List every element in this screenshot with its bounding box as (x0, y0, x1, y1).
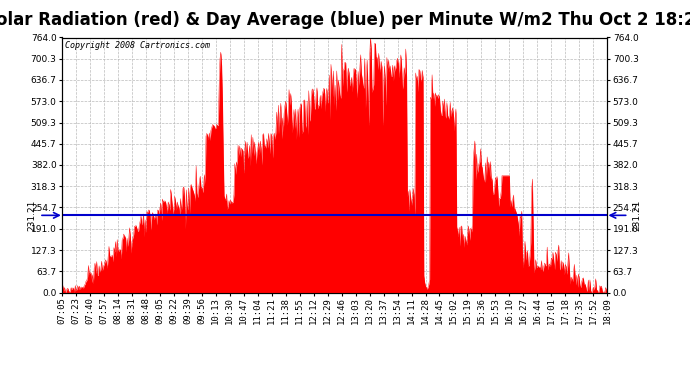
Text: Solar Radiation (red) & Day Average (blue) per Minute W/m2 Thu Oct 2 18:25: Solar Radiation (red) & Day Average (blu… (0, 11, 690, 29)
Text: Copyright 2008 Cartronics.com: Copyright 2008 Cartronics.com (65, 41, 210, 50)
Text: 231.21: 231.21 (633, 200, 642, 231)
Text: 231.21: 231.21 (28, 200, 37, 231)
